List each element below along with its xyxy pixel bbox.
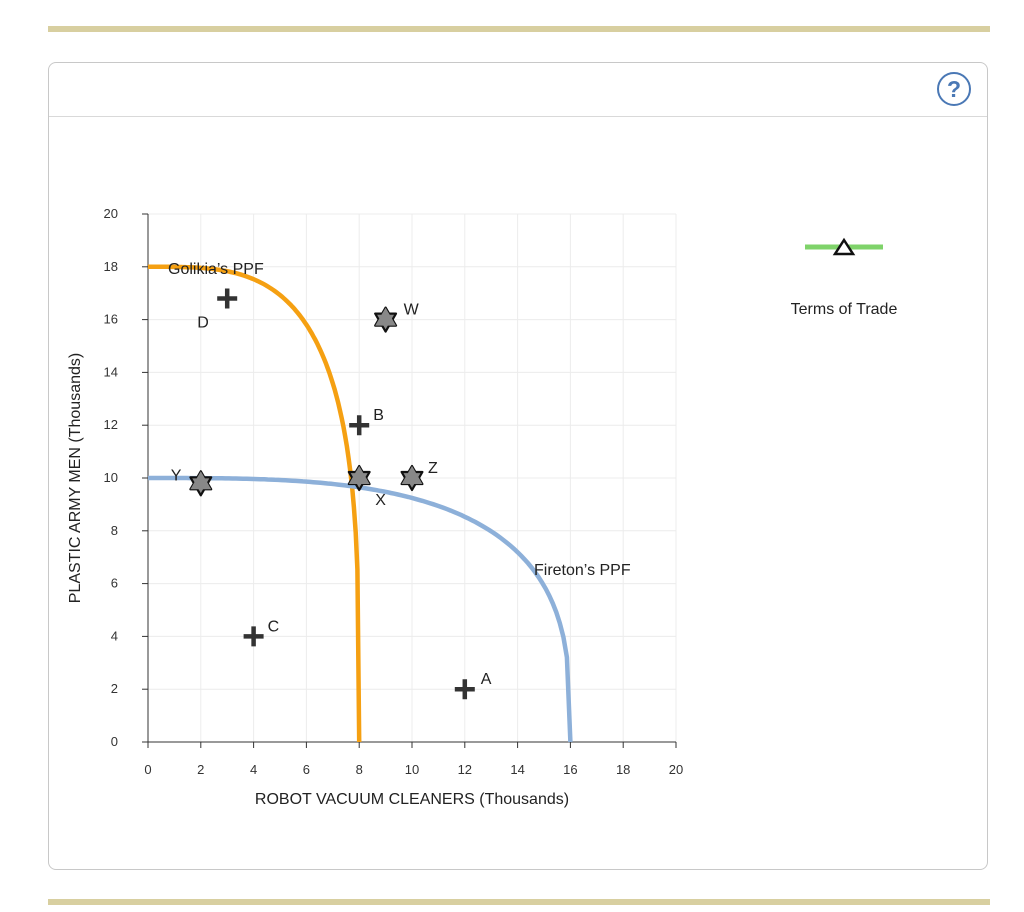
x-tick-label: 10 xyxy=(405,762,419,777)
star-point-y xyxy=(189,470,213,497)
y-tick-label: 2 xyxy=(111,681,118,696)
y-tick-label: 10 xyxy=(104,470,118,485)
star-marker-fill xyxy=(348,466,370,484)
x-tick-label: 6 xyxy=(303,762,310,777)
x-tick-label: 8 xyxy=(356,762,363,777)
point-label-a: A xyxy=(481,671,492,688)
plus-point-c xyxy=(243,626,264,647)
golikia-ppf-curve xyxy=(148,264,362,743)
y-tick-label: 20 xyxy=(104,206,118,221)
plus-marker xyxy=(454,679,475,700)
y-tick-label: 12 xyxy=(104,417,118,432)
x-tick-label: 12 xyxy=(458,762,472,777)
panel-header: ? xyxy=(49,63,987,117)
point-label-b: B xyxy=(373,407,384,424)
chart-labels: Golikia’s PPF Fireton’s PPF A B C D W X Y Z xyxy=(168,261,631,688)
star-marker-fill xyxy=(190,471,212,490)
x-tick-label: 20 xyxy=(669,762,683,777)
y-tick-label: 4 xyxy=(111,628,118,643)
x-tick-label: 14 xyxy=(510,762,524,777)
plus-marker xyxy=(349,415,370,436)
help-icon[interactable]: ? xyxy=(937,72,971,106)
x-tick-label: 2 xyxy=(197,762,204,777)
x-tick-label: 0 xyxy=(144,762,151,777)
point-label-c: C xyxy=(268,618,280,635)
point-label-w: W xyxy=(404,302,420,319)
y-axis-title: PLASTIC ARMY MEN (Thousands) xyxy=(67,353,84,603)
point-label-y: Y xyxy=(171,467,182,484)
triangle-icon[interactable] xyxy=(832,237,856,256)
point-label-x: X xyxy=(375,492,386,509)
star-marker-fill xyxy=(401,466,423,484)
terms-of-trade-tool[interactable]: Terms of Trade xyxy=(791,237,898,318)
plus-point-a xyxy=(454,679,475,700)
golikia-ppf-label: Golikia’s PPF xyxy=(168,261,264,278)
star-point-z xyxy=(400,464,424,492)
chart-axes: 0 2 4 6 8 10 12 14 16 18 20 0 2 4 6 8 10 12 14 16 18 20 xyxy=(104,206,684,777)
x-axis-title: ROBOT VACUUM CLEANERS (Thousands) xyxy=(255,791,569,808)
y-tick-label: 0 xyxy=(111,734,118,749)
y-tick-label: 18 xyxy=(104,259,118,274)
chart-points xyxy=(189,288,475,700)
point-label-z: Z xyxy=(428,460,438,477)
plus-marker xyxy=(217,288,238,309)
fireton-ppf-label: Fireton’s PPF xyxy=(534,562,631,579)
bottom-divider xyxy=(48,899,990,905)
top-divider xyxy=(48,26,990,32)
star-point-x xyxy=(347,464,371,492)
plus-point-d xyxy=(217,288,238,309)
y-tick-label: 6 xyxy=(111,576,118,591)
x-tick-label: 4 xyxy=(250,762,257,777)
y-tick-label: 16 xyxy=(104,312,118,327)
plus-point-b xyxy=(349,415,370,436)
terms-of-trade-label: Terms of Trade xyxy=(791,301,898,318)
y-tick-label: 8 xyxy=(111,523,118,538)
x-tick-label: 16 xyxy=(563,762,577,777)
star-marker-fill xyxy=(375,307,396,326)
star-point-w xyxy=(374,306,398,333)
x-tick-label: 18 xyxy=(616,762,630,777)
y-tick-label: 14 xyxy=(104,364,118,379)
point-label-d: D xyxy=(197,314,209,331)
plus-marker xyxy=(243,626,264,647)
